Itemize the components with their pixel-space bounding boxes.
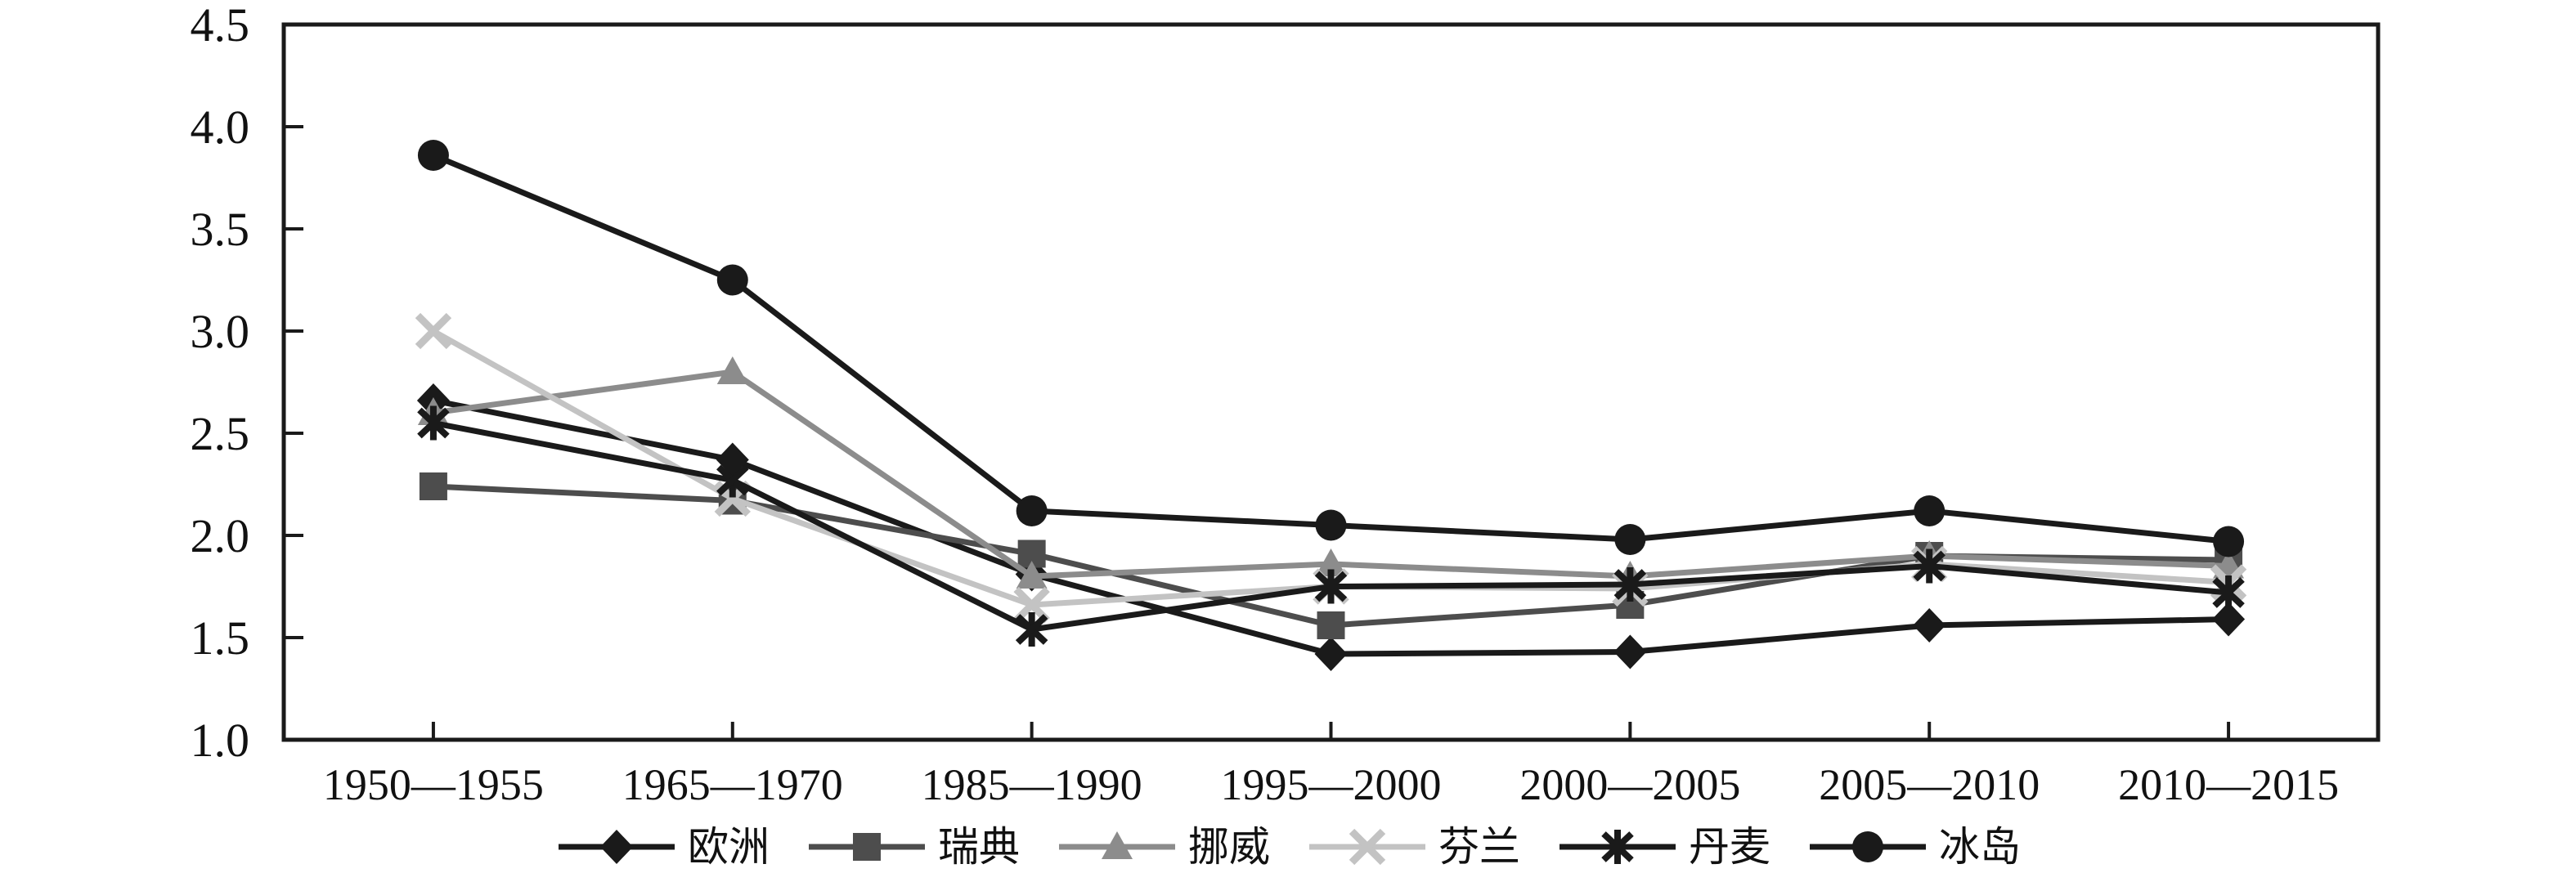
- data-point-denmark-2: [1015, 612, 1048, 647]
- legend-item-europe: 欧洲: [555, 824, 770, 870]
- legend-label-sweden: 瑞典: [938, 824, 1020, 870]
- legend-marker-iceland: [1852, 831, 1883, 862]
- legend-marker-europe: [600, 830, 633, 864]
- legend-item-iceland: 冰岛: [1806, 824, 2021, 870]
- data-point-iceland-6: [2213, 526, 2245, 557]
- y-axis-tick-label: 2.0: [191, 509, 250, 562]
- data-point-europe-6: [2212, 602, 2246, 637]
- data-point-iceland-1: [716, 264, 748, 296]
- x-axis-category-label: 2010—2015: [2118, 760, 2339, 809]
- data-point-sweden-3: [1317, 611, 1345, 639]
- data-point-denmark-5: [1913, 548, 1945, 584]
- legend-marker-diamond-icon: [559, 830, 675, 864]
- x-axis-category-label: 2005—2010: [1819, 760, 2040, 809]
- y-axis-tick-label: 4.5: [191, 0, 250, 51]
- y-axis-tick-label: 1.5: [191, 611, 250, 665]
- data-point-denmark-1: [716, 463, 749, 498]
- legend-label-finland: 芬兰: [1438, 824, 1520, 870]
- x-axis-category-label: 2000—2005: [1519, 760, 1740, 809]
- legend-marker-square-icon: [809, 833, 925, 861]
- legend-marker-triangle-icon: [1059, 831, 1175, 859]
- data-point-iceland-5: [1914, 495, 1945, 526]
- x-axis-category-label: 1950—1955: [323, 760, 544, 809]
- data-point-iceland-2: [1016, 495, 1048, 526]
- legend-item-finland: 芬兰: [1306, 824, 1520, 870]
- x-axis-category-label: 1985—1990: [922, 760, 1142, 809]
- data-point-sweden-0: [419, 472, 447, 500]
- legend-marker-norway: [1102, 831, 1133, 859]
- legend-label-iceland: 冰岛: [1939, 824, 2021, 870]
- data-point-iceland-3: [1315, 509, 1347, 541]
- legend-item-sweden: 瑞典: [806, 824, 1020, 870]
- data-point-denmark-6: [2212, 575, 2245, 610]
- y-axis-tick-label: 3.0: [191, 305, 250, 358]
- data-point-europe-5: [1913, 608, 1946, 642]
- chart-legend: 欧洲 瑞典 挪威 芬兰 丹麦 冰岛: [0, 824, 2576, 870]
- legend-item-denmark: 丹麦: [1556, 824, 1770, 870]
- y-axis-tick-label: 3.5: [191, 203, 250, 256]
- x-axis-category-label: 1965—1970: [622, 760, 843, 809]
- y-axis-tick-label: 1.0: [191, 714, 250, 767]
- y-axis-tick-label: 4.0: [191, 101, 250, 154]
- legend-marker-sweden: [853, 833, 881, 861]
- x-axis-category-label: 1995—2000: [1221, 760, 1442, 809]
- data-point-europe-4: [1613, 634, 1647, 669]
- data-point-denmark-0: [417, 405, 450, 441]
- data-point-denmark-3: [1314, 569, 1348, 604]
- data-point-iceland-0: [417, 140, 449, 171]
- data-point-norway-3: [1315, 548, 1347, 576]
- legend-item-norway: 挪威: [1056, 824, 1270, 870]
- legend-marker-x-icon: [1309, 828, 1425, 866]
- data-point-norway-1: [716, 356, 748, 384]
- legend-marker-finland: [1349, 828, 1386, 866]
- y-axis-tick-label: 2.5: [191, 407, 250, 460]
- legend-label-denmark: 丹麦: [1689, 824, 1770, 870]
- data-point-denmark-4: [1613, 567, 1647, 602]
- legend-marker-asterisk-icon: [1560, 830, 1676, 864]
- data-point-europe-3: [1314, 637, 1348, 671]
- data-point-iceland-4: [1614, 524, 1646, 555]
- data-point-finland-0: [415, 312, 452, 350]
- legend-label-europe: 欧洲: [688, 824, 770, 870]
- legend-marker-denmark: [1601, 830, 1634, 864]
- data-point-norway-2: [1016, 561, 1048, 589]
- legend-marker-circle-icon: [1810, 831, 1926, 862]
- legend-label-norway: 挪威: [1188, 824, 1270, 870]
